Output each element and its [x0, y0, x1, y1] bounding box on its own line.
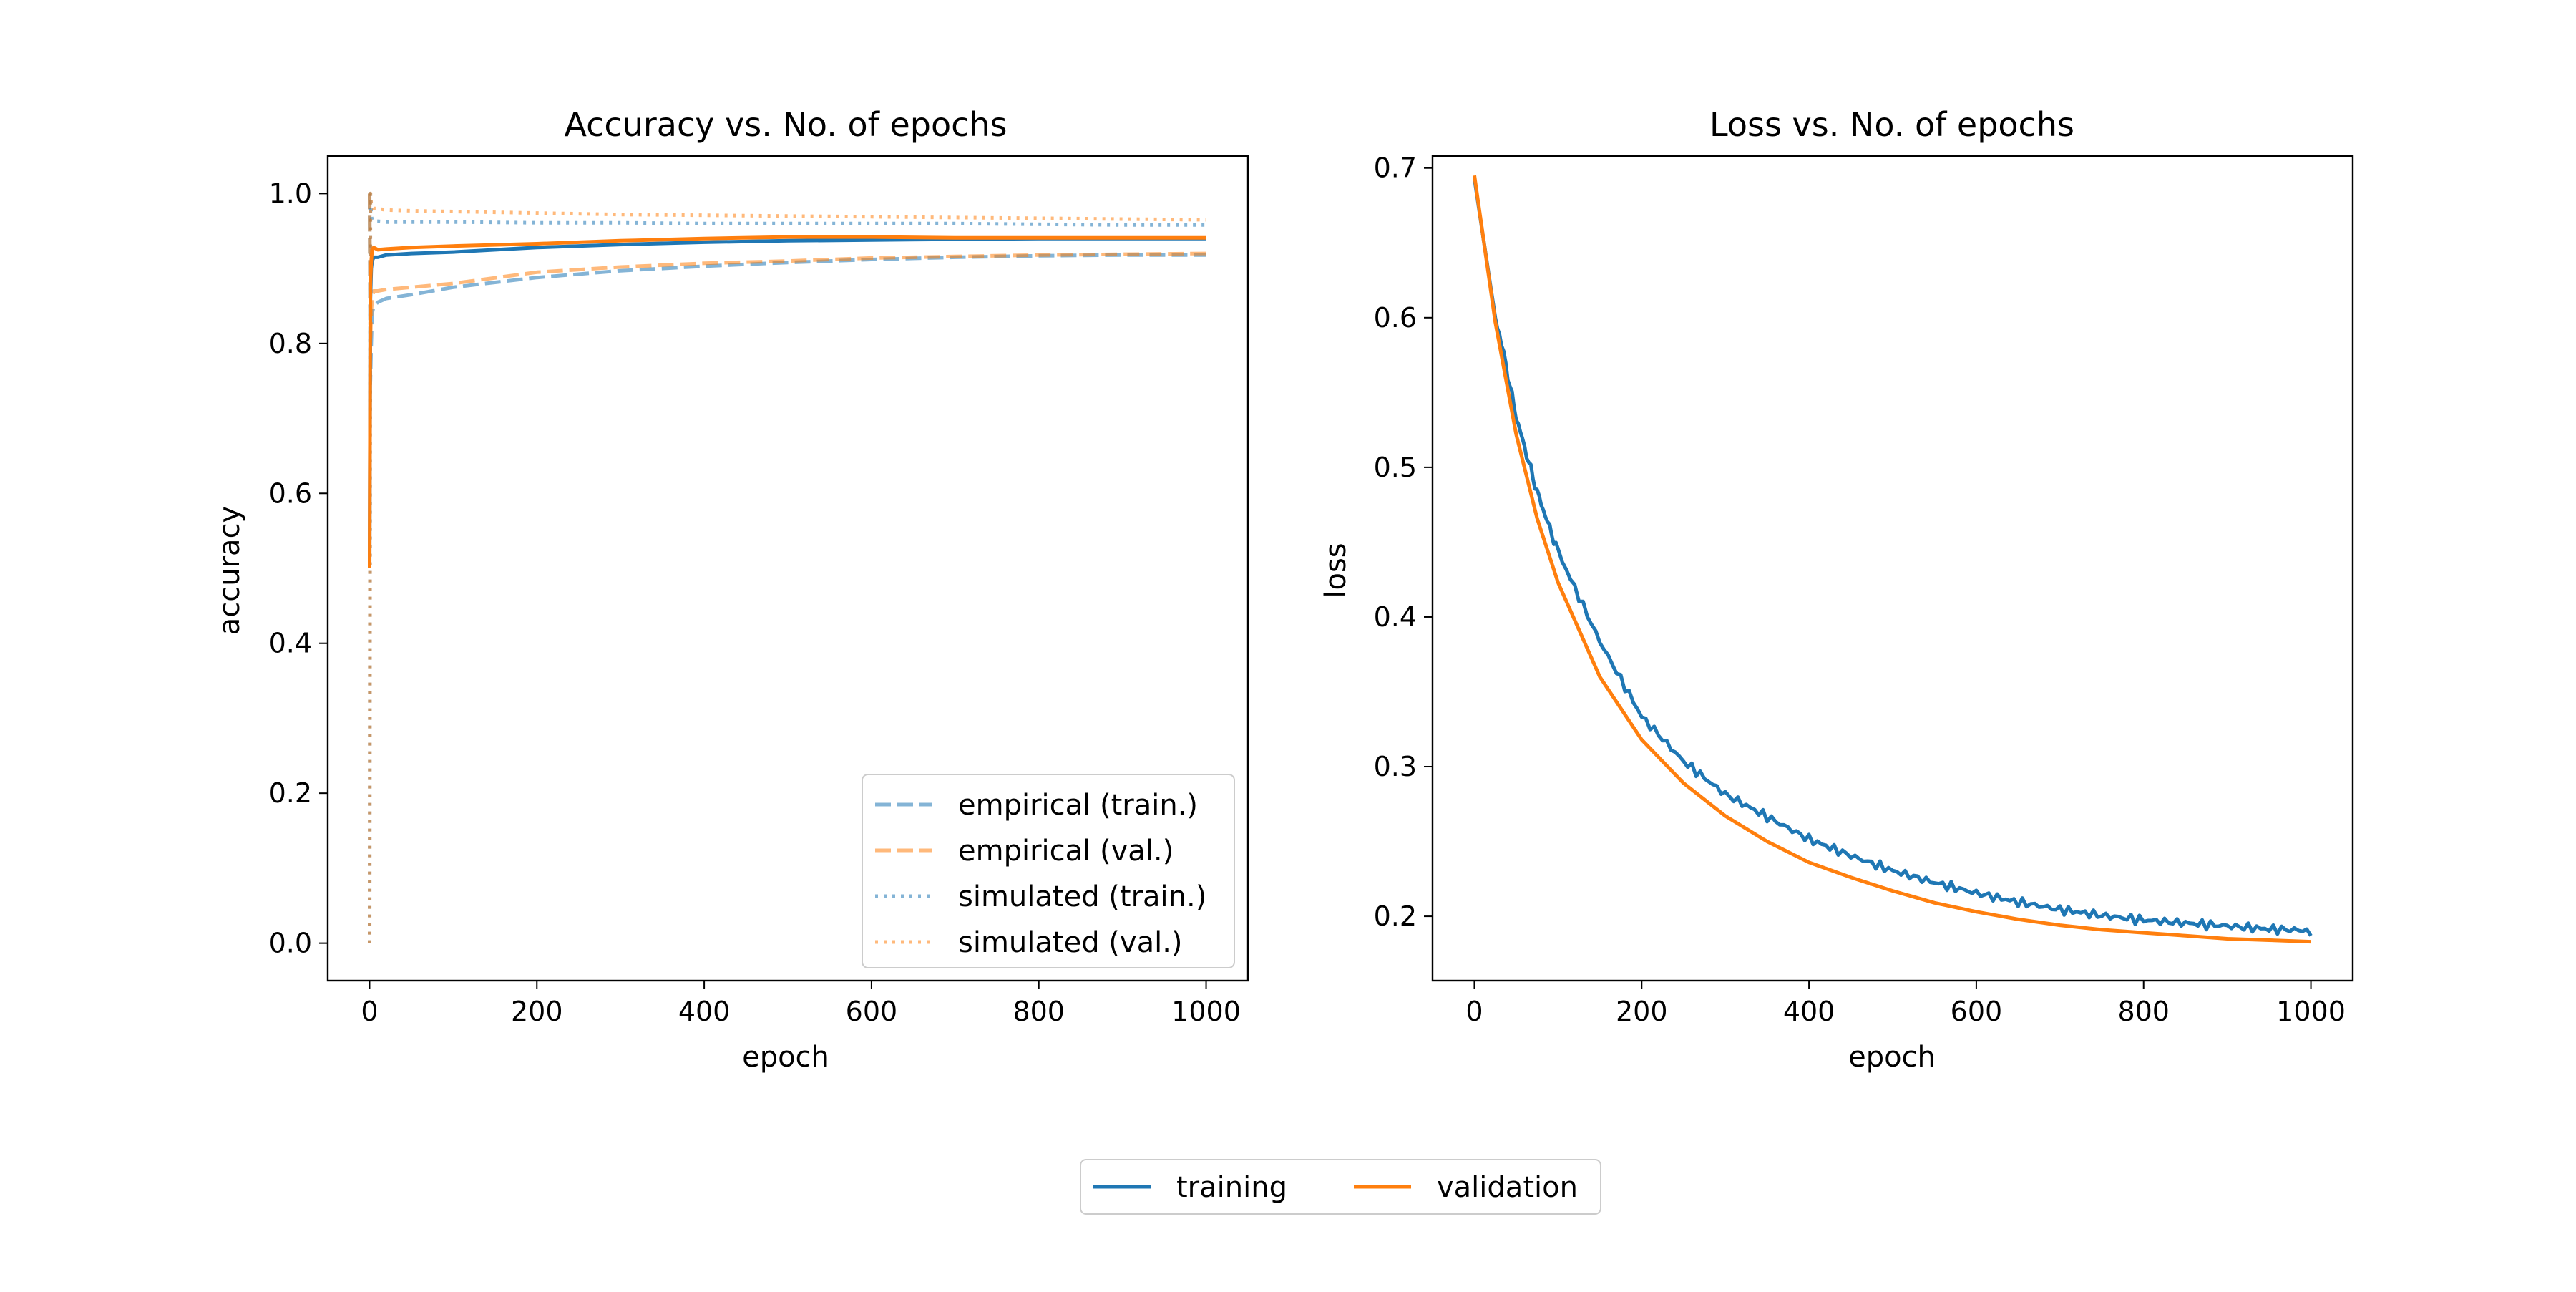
loss-plot-area: 0 200 400 600 800 1000 0.2 0.3 0.4 0.5 0.6 0.7 [1374, 152, 2354, 1027]
loss-chart: Loss vs. No. of epochs epoch loss 0 200 40… [1319, 105, 2354, 1074]
accuracy-x-tick-label: 800 [1013, 996, 1065, 1027]
accuracy-x-tick-label: 200 [511, 996, 563, 1027]
accuracy-legend-box [862, 774, 1235, 968]
loss-x-tick-label: 600 [1951, 996, 2003, 1027]
accuracy-chart: Accuracy vs. No. of epochs epoch accurac… [213, 105, 1249, 1074]
loss-y-tick-label: 0.6 [1374, 302, 1417, 334]
accuracy-series-training-line [368, 236, 1206, 569]
loss-x-tick-label: 200 [1616, 996, 1668, 1027]
shared-legend-box [1080, 1159, 1601, 1215]
accuracy-x-tick-label: 1000 [1171, 996, 1241, 1027]
accuracy-legend-label: simulated (train.) [958, 880, 1206, 913]
accuracy-x-axis-label: epoch [742, 1041, 829, 1074]
loss-x-tick-label: 1000 [2276, 996, 2346, 1027]
loss-y-tick-label: 0.3 [1374, 751, 1417, 782]
accuracy-axes-frame [326, 155, 1249, 982]
loss-series-training-line [1473, 178, 2313, 937]
accuracy-series-empirical-train-line [368, 193, 1206, 383]
loss-x-axis-label: epoch [1848, 1041, 1936, 1074]
accuracy-plot-area: 0 200 400 600 800 1000 0.0 0.2 0.4 0.6 0.8 1.0 [269, 155, 1249, 1027]
loss-x-tick-label: 800 [2117, 996, 2170, 1027]
shared-legend-label: training [1176, 1171, 1287, 1204]
loss-x-tick-label: 0 [1465, 996, 1483, 1027]
accuracy-chart-title: Accuracy vs. No. of epochs [564, 105, 1007, 144]
loss-x-tick-label: 400 [1783, 996, 1835, 1027]
accuracy-legend-label: simulated (val.) [958, 926, 1183, 959]
loss-chart-title: Loss vs. No. of epochs [1709, 105, 2074, 144]
accuracy-y-tick-label: 0.0 [269, 928, 312, 959]
loss-axes-frame [1431, 155, 2354, 982]
loss-y-tick-label: 0.2 [1374, 900, 1417, 932]
accuracy-x-tick-label: 400 [678, 996, 731, 1027]
accuracy-series-validation-line [368, 235, 1206, 569]
shared-legend-label: validation [1437, 1171, 1578, 1204]
accuracy-y-tick-label: 0.4 [269, 628, 312, 659]
accuracy-legend: empirical (train.) empirical (val.) simula… [862, 774, 1235, 968]
accuracy-series-empirical-val-line [368, 193, 1206, 346]
accuracy-y-tick-label: 0.6 [269, 477, 312, 509]
accuracy-series-simulated-val-line [368, 191, 1206, 943]
accuracy-x-tick-label: 600 [846, 996, 898, 1027]
loss-y-axis-label: loss [1319, 543, 1352, 598]
loss-series-validation-line [1473, 175, 2311, 944]
loss-y-tick-label: 0.7 [1374, 152, 1417, 184]
accuracy-y-axis-label: accuracy [213, 506, 246, 635]
loss-y-tick-label: 0.5 [1374, 452, 1417, 483]
accuracy-x-tick-label: 0 [361, 996, 378, 1027]
accuracy-legend-label: empirical (val.) [958, 835, 1174, 868]
loss-y-tick-label: 0.4 [1374, 601, 1417, 633]
accuracy-legend-label: empirical (train.) [958, 789, 1198, 822]
accuracy-y-tick-label: 1.0 [269, 178, 312, 209]
accuracy-y-tick-label: 0.8 [269, 328, 312, 359]
shared-legend: training validation [1080, 1159, 1601, 1215]
accuracy-y-tick-label: 0.2 [269, 777, 312, 809]
